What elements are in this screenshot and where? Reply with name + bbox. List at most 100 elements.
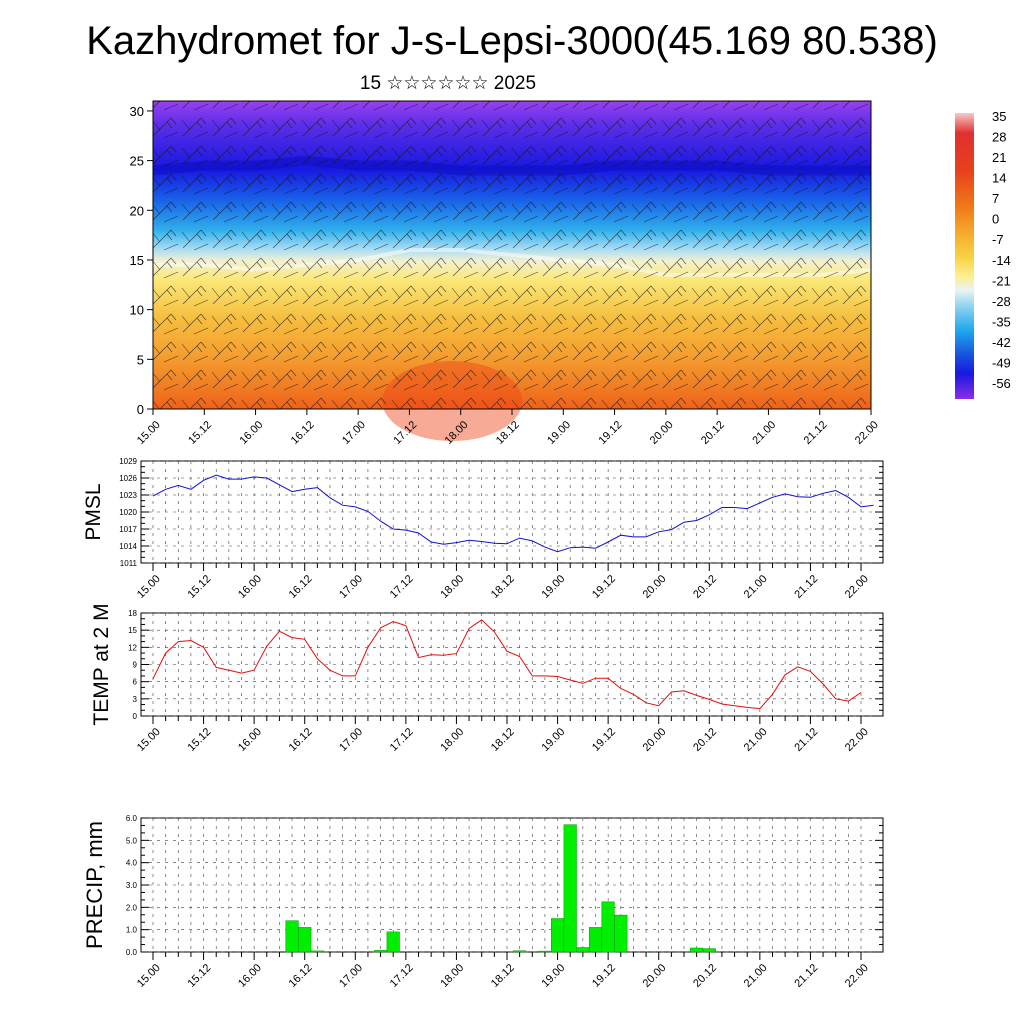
x-tick-label: 21.00 <box>742 726 770 754</box>
x-tick-label: 20.12 <box>691 962 719 990</box>
precip-bar <box>386 931 400 953</box>
y-tick-label: 10 <box>130 303 144 318</box>
x-tick-label: 15.12 <box>185 962 213 990</box>
y-tick-label: 2.0 <box>126 903 138 912</box>
x-tick-label: 19.12 <box>590 726 618 754</box>
y-tick-label: 15 <box>130 253 144 268</box>
colorbar-label: -21 <box>992 273 1011 288</box>
y-tick-label: 20 <box>130 203 144 218</box>
x-tick-label: 21.12 <box>792 962 820 990</box>
y-tick-label: 1026 <box>119 474 137 483</box>
x-tick-label: 15.00 <box>135 419 163 447</box>
pmsl-line <box>152 474 874 553</box>
x-tick-label: 16.00 <box>237 419 265 447</box>
colorbar-label: -49 <box>992 355 1011 370</box>
x-tick-label: 21.12 <box>792 726 820 754</box>
y-tick-label: 12 <box>128 643 137 652</box>
chart-title: Kazhydromet for J-s-Lepsi-3000(45.169 80… <box>86 19 938 63</box>
y-tick-label: 6.0 <box>126 814 138 823</box>
y-axis-title: PMSL <box>82 483 105 540</box>
precip-bar <box>551 918 565 953</box>
y-tick-label: 1029 <box>119 457 137 466</box>
colorbar-label: -28 <box>992 294 1011 309</box>
precip-bar <box>576 947 590 953</box>
colorbar-label: -7 <box>992 232 1004 247</box>
x-tick-label: 17.00 <box>337 726 365 754</box>
y-tick-label: 0.0 <box>126 948 138 957</box>
precip-bar <box>614 914 628 953</box>
x-tick-label: 19.00 <box>539 573 567 601</box>
x-tick-label: 17.00 <box>337 962 365 990</box>
precip-bar <box>513 950 527 953</box>
x-tick-label: 20.00 <box>641 726 669 754</box>
x-tick-label: 15.00 <box>135 573 163 601</box>
y-tick-label: 9 <box>133 661 138 670</box>
x-tick-label: 19.12 <box>590 573 618 601</box>
y-tick-label: 30 <box>130 104 144 119</box>
x-tick-label: 22.00 <box>843 726 871 754</box>
x-tick-label: 16.12 <box>287 962 315 990</box>
x-tick-label: 22.00 <box>853 419 881 447</box>
x-tick-label: 17.00 <box>337 573 365 601</box>
precip-bar <box>538 950 552 953</box>
y-tick-label: 18 <box>128 609 137 618</box>
wind-barbs <box>153 101 871 409</box>
colorbar-label: 14 <box>992 171 1006 186</box>
x-tick-label: 21.00 <box>742 573 770 601</box>
pmsl-panel: 1011 1014 1017 1020 1023 1026 1029 15.00 15.12 16… <box>82 457 884 601</box>
x-tick-label: 19.00 <box>545 419 573 447</box>
x-tick-label: 18.12 <box>489 962 517 990</box>
y-tick-label: 3 <box>133 695 138 704</box>
x-tick-label: 20.00 <box>648 419 676 447</box>
x-tick-label: 17.12 <box>388 962 416 990</box>
x-tick-label: 16.12 <box>287 573 315 601</box>
colorbar-label: -14 <box>992 253 1011 268</box>
x-tick-label: 16.12 <box>287 726 315 754</box>
x-tick-label: 15.00 <box>135 962 163 990</box>
x-tick-label: 21.00 <box>750 419 778 447</box>
colorbar: 35 28 21 14 7 0 -7 -14 -21 -28 -35 -42 -49 -56 <box>955 109 1011 399</box>
precip-bar <box>298 927 312 953</box>
y-axis-title: TEMP at 2 M <box>90 603 113 725</box>
y-tick-label: 1017 <box>119 525 137 534</box>
x-tick-label: 16.00 <box>236 962 264 990</box>
colorbar-label: 28 <box>992 130 1006 145</box>
y-tick-label: 1020 <box>119 508 137 517</box>
colorbar-label: -42 <box>992 335 1011 350</box>
x-tick-label: 19.00 <box>539 726 567 754</box>
precip-bar <box>588 927 603 953</box>
precip-bar <box>690 947 704 953</box>
y-tick-label: 1014 <box>119 542 137 551</box>
x-tick-label: 18.12 <box>489 726 517 754</box>
x-tick-label: 17.12 <box>388 573 416 601</box>
x-tick-label: 15.12 <box>185 726 213 754</box>
precip-bar <box>563 824 577 953</box>
x-tick-label: 22.00 <box>843 962 871 990</box>
x-tick-label: 19.12 <box>596 419 624 447</box>
colorbar-label: 35 <box>992 109 1006 124</box>
x-tick-label: 18.12 <box>489 573 517 601</box>
y-tick-label: 6 <box>133 678 138 687</box>
x-tick-label: 21.00 <box>742 962 770 990</box>
x-tick-label: 17.00 <box>340 419 368 447</box>
y-tick-label: 15 <box>128 626 137 635</box>
precip-bar <box>702 948 716 953</box>
y-axis-title: PRECIP, mm <box>82 821 107 949</box>
colorbar-label: -56 <box>992 376 1011 391</box>
x-tick-label: 19.12 <box>590 962 618 990</box>
temp-line <box>152 619 862 710</box>
precip-bar <box>285 920 299 953</box>
y-tick-label: 1023 <box>119 491 137 500</box>
x-tick-label: 21.12 <box>802 419 830 447</box>
y-tick-label: 0 <box>137 402 144 417</box>
colorbar-label: 21 <box>992 150 1006 165</box>
x-tick-label: 20.12 <box>699 419 727 447</box>
y-tick-label: 4.0 <box>126 859 138 868</box>
x-tick-label: 20.00 <box>641 573 669 601</box>
colorbar-label: -35 <box>992 314 1011 329</box>
x-tick-label: 17.12 <box>388 726 416 754</box>
y-tick-label: 1011 <box>120 559 138 568</box>
x-tick-label: 16.00 <box>236 573 264 601</box>
